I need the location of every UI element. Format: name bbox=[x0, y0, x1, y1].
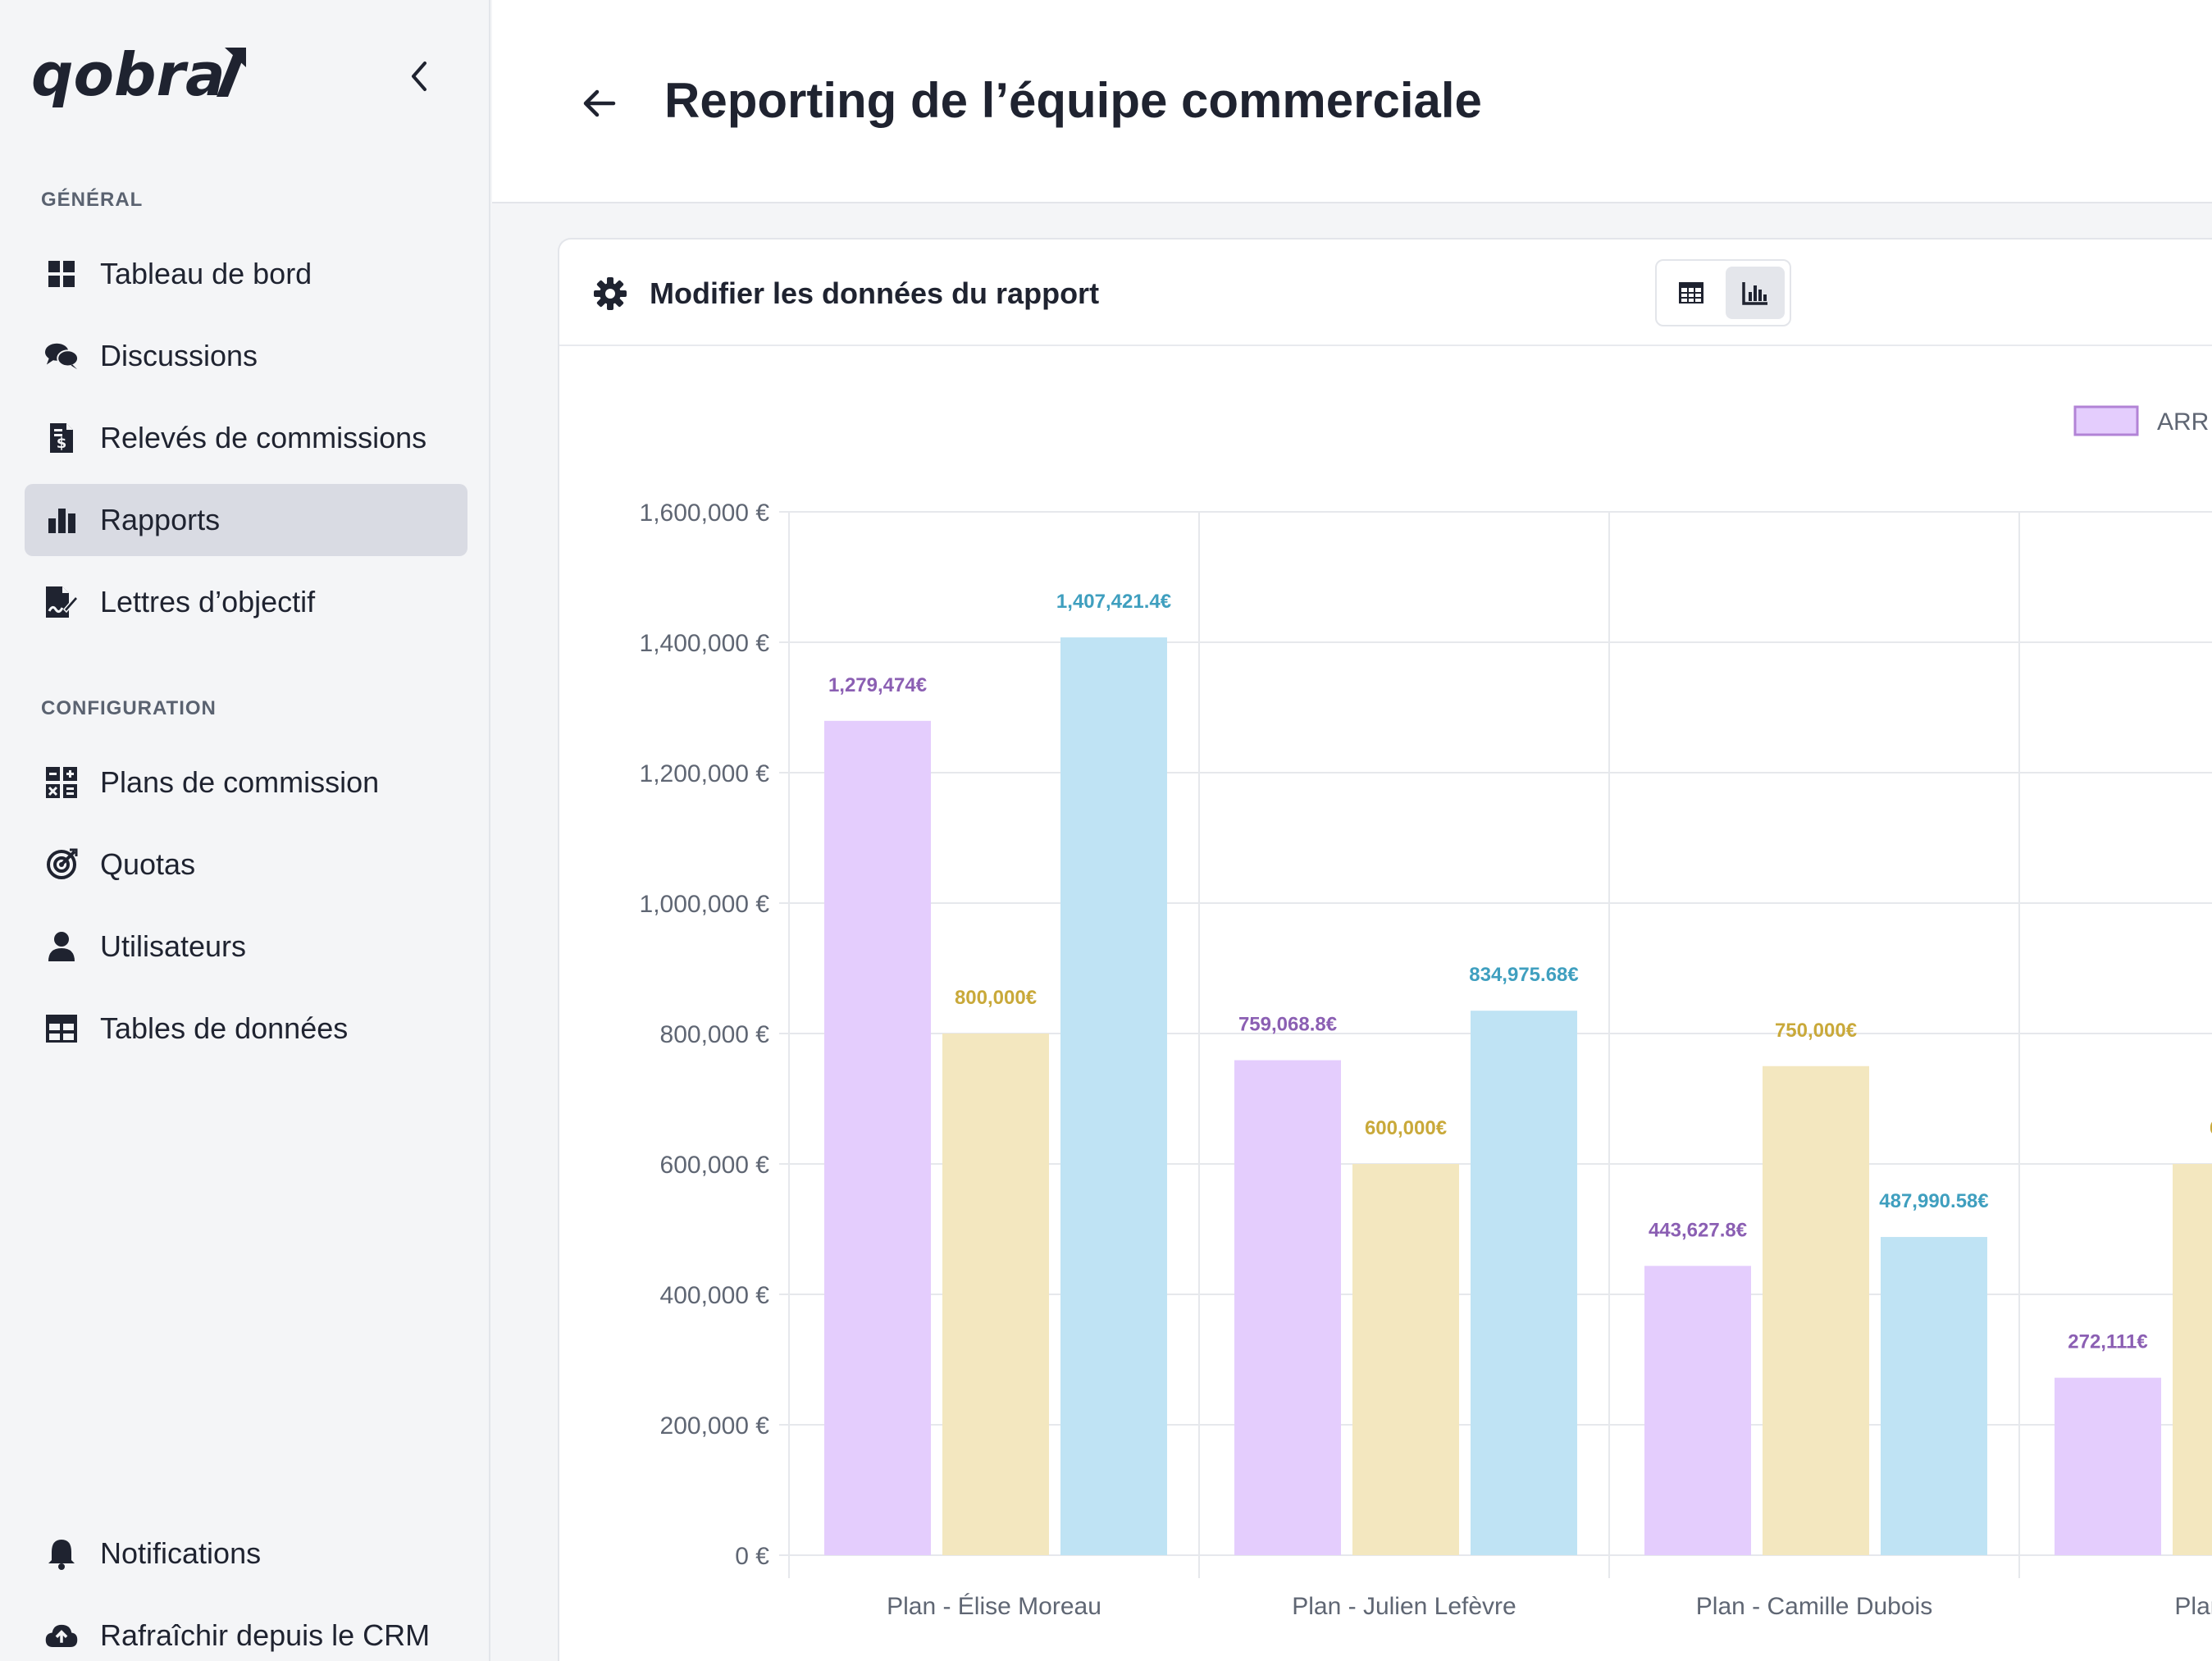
svg-text:$: $ bbox=[57, 435, 67, 452]
bar-value-label: 443,627.8€ bbox=[1649, 1219, 1747, 1241]
bar-value-label: 1,407,421.4€ bbox=[1056, 591, 1171, 613]
sidebar-item-crm-refresh[interactable]: Rafraîchir depuis le CRM bbox=[25, 1599, 467, 1661]
section-label-configuration: CONFIGURATION bbox=[41, 697, 217, 719]
y-tick-label: 200,000 € bbox=[660, 1412, 770, 1440]
report-card: Modifier les données du rapport 1 bbox=[558, 238, 2212, 1661]
edit-report-data-label: Modifier les données du rapport bbox=[650, 276, 1100, 310]
bar-value-label: 600,000€ bbox=[1365, 1117, 1447, 1139]
edit-report-data-button[interactable]: Modifier les données du rapport bbox=[592, 269, 1099, 318]
page-title: Reporting de l’équipe commerciale bbox=[664, 73, 1482, 128]
user-icon bbox=[44, 929, 79, 964]
svg-text:qobra: qobra bbox=[31, 41, 226, 109]
chart-bar[interactable] bbox=[1352, 1164, 1459, 1555]
sidebar-item-notifications[interactable]: Notifications bbox=[25, 1517, 467, 1590]
x-category-label: Plan - Camille Dubois bbox=[1696, 1593, 1932, 1620]
view-toggle bbox=[1655, 259, 1791, 326]
y-tick-label: 600,000 € bbox=[660, 1152, 770, 1179]
arrow-left-icon bbox=[583, 89, 616, 117]
chart-bar[interactable] bbox=[942, 1034, 1049, 1555]
bar-value-label: 800,000€ bbox=[955, 987, 1037, 1009]
chart-bar[interactable] bbox=[1881, 1237, 1987, 1555]
chart-bar[interactable] bbox=[1471, 1011, 1577, 1555]
bar-value-label: 834,975.68€ bbox=[1469, 964, 1578, 986]
chart-bar[interactable] bbox=[1234, 1060, 1341, 1555]
sidebar-item-data-tables[interactable]: Tables de données bbox=[25, 992, 467, 1065]
sidebar-item-users[interactable]: Utilisateurs bbox=[25, 910, 467, 983]
y-tick-label: 1,000,000 € bbox=[640, 891, 770, 918]
y-tick-label: 400,000 € bbox=[660, 1282, 770, 1309]
bar-value-label: 487,990.58€ bbox=[1879, 1190, 1988, 1212]
collapse-sidebar-button[interactable] bbox=[399, 56, 440, 97]
invoice-dollar-icon: $ bbox=[44, 421, 79, 455]
chart-view-icon bbox=[1742, 282, 1767, 305]
sidebar-item-quotas[interactable]: Quotas bbox=[25, 828, 467, 901]
section-label-general: GÉNÉRAL bbox=[41, 189, 144, 211]
sidebar-item-commission-statements[interactable]: $ Relevés de commissions bbox=[25, 402, 467, 474]
legend-swatch-arr[interactable] bbox=[2073, 405, 2139, 436]
target-icon bbox=[44, 847, 79, 882]
table-view-icon bbox=[1679, 282, 1703, 303]
y-tick-label: 800,000 € bbox=[660, 1021, 770, 1048]
chart-bar[interactable] bbox=[1644, 1266, 1751, 1555]
bar-value-label: 750,000€ bbox=[1775, 1020, 1857, 1042]
x-category-label: Plan - Th bbox=[2174, 1593, 2212, 1620]
report-bar-chart: 1,600,000 € 1,400,000 € 1,200,000 € 1,000,0… bbox=[640, 405, 2212, 1620]
bar-value-label: 600 bbox=[2210, 1117, 2212, 1139]
chevron-left-icon bbox=[412, 62, 426, 91]
sidebar: qobra GÉNÉRAL Tableau de bord Discussion… bbox=[0, 0, 490, 1661]
chart-bar[interactable] bbox=[2173, 1164, 2212, 1555]
x-category-label: Plan - Julien Lefèvre bbox=[1292, 1593, 1516, 1620]
bar-value-label: 759,068.8€ bbox=[1238, 1014, 1337, 1036]
chart-bar[interactable] bbox=[1060, 637, 1167, 1555]
qobra-logo[interactable]: qobra bbox=[31, 40, 261, 115]
cloud-upload-icon bbox=[44, 1618, 79, 1653]
chart-bar[interactable] bbox=[1763, 1066, 1869, 1555]
calculator-icon bbox=[44, 765, 79, 800]
sidebar-item-commission-plans[interactable]: Plans de commission bbox=[25, 746, 467, 819]
page-header: Reporting de l’équipe commerciale bbox=[492, 0, 2212, 203]
legend-label-arr[interactable]: ARR bbox=[2157, 408, 2209, 436]
x-category-label: Plan - Élise Moreau bbox=[887, 1593, 1101, 1620]
y-tick-label: 1,400,000 € bbox=[640, 630, 770, 657]
back-button[interactable] bbox=[574, 79, 623, 128]
report-toolbar: Modifier les données du rapport bbox=[559, 240, 2212, 346]
chart-bar[interactable] bbox=[2055, 1377, 2161, 1555]
dashboard-icon bbox=[44, 257, 79, 291]
chart-bar[interactable] bbox=[824, 720, 931, 1555]
sidebar-item-dashboard[interactable]: Tableau de bord bbox=[25, 238, 467, 310]
sidebar-item-objective-letters[interactable]: Lettres d’objectif bbox=[25, 566, 467, 638]
y-tick-label: 1,600,000 € bbox=[640, 500, 770, 527]
sidebar-item-reports[interactable]: Rapports bbox=[25, 484, 467, 556]
y-tick-label: 0 € bbox=[735, 1543, 769, 1570]
chat-bubbles-icon bbox=[44, 339, 79, 373]
chart-view-button[interactable] bbox=[1726, 267, 1785, 319]
bar-value-label: 272,111€ bbox=[2068, 1331, 2147, 1353]
table-icon bbox=[44, 1011, 79, 1046]
sidebar-item-discussions[interactable]: Discussions bbox=[25, 320, 467, 392]
signed-document-icon bbox=[44, 585, 79, 619]
bar-chart-icon bbox=[44, 503, 79, 537]
gear-icon bbox=[592, 276, 628, 312]
table-view-button[interactable] bbox=[1662, 267, 1721, 319]
y-tick-label: 1,200,000 € bbox=[640, 760, 770, 787]
bell-icon bbox=[44, 1536, 79, 1571]
bar-value-label: 1,279,474€ bbox=[828, 674, 927, 696]
